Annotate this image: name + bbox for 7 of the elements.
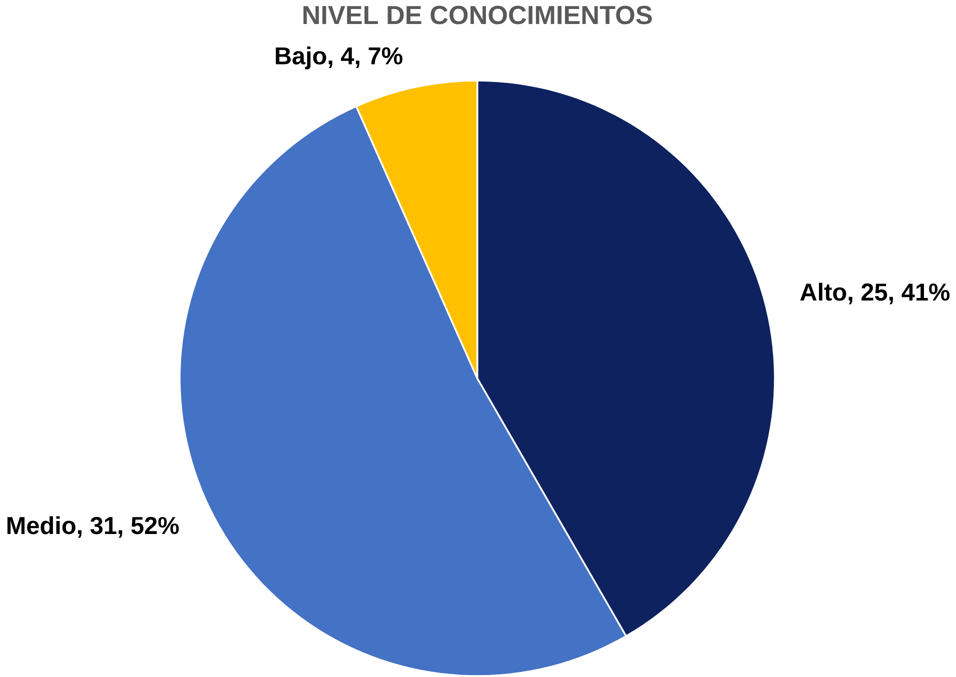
data-label: , 25, 41% xyxy=(848,283,950,304)
slice-label: Medio xyxy=(7,516,76,534)
slice-label: Bajo xyxy=(276,46,326,70)
slice-label: Alto xyxy=(800,282,846,301)
chart-title: NIVEL DE CONOCIMIENTOS xyxy=(303,6,652,24)
data-label: , 31, 52% xyxy=(78,516,179,538)
data-label: , 4, 7% xyxy=(328,47,402,68)
